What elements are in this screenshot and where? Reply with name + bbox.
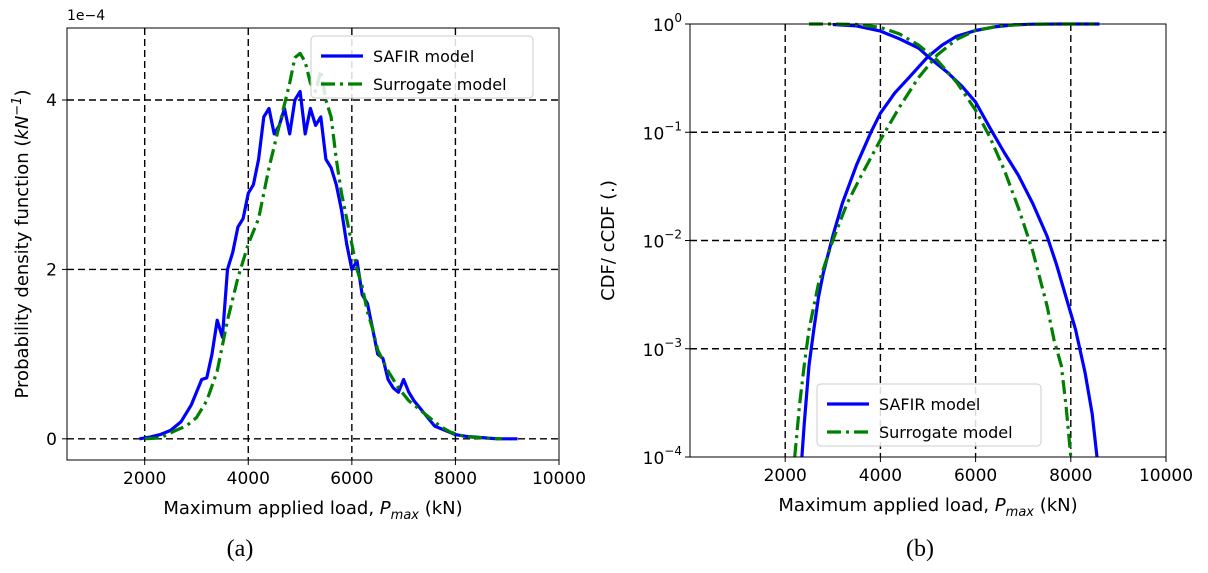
chart-a-x-tick-label: 6000	[330, 469, 373, 489]
chart-a-legend-label: Surrogate model	[373, 75, 507, 94]
chart-a-x-axis-label-prefix: Maximum applied load,	[163, 498, 379, 519]
chart-b: 2000 4000 6000 8000 10000 10−4 10−3 10−2 10−1 100…	[598, 11, 1193, 562]
chart-b-y-tick-label: 10−2	[643, 228, 682, 253]
chart-b-legend-label: Surrogate model	[879, 423, 1013, 442]
chart-a-legend: SAFIR model Surrogate model	[310, 35, 534, 99]
chart-b-x-axis-label-unit: (kN)	[1034, 495, 1078, 516]
chart-b-ticks: 2000 4000 6000 8000 10000 10−4 10−3 10−2 10−1 100	[643, 11, 1193, 486]
chart-a-y-axis-label-suffix: )	[12, 90, 33, 97]
chart-a-series	[139, 51, 518, 441]
chart-b-legend: SAFIR model Surrogate model	[816, 383, 1042, 447]
chart-b-legend-box	[816, 383, 1042, 447]
chart-b-x-tick-label: 4000	[859, 466, 902, 486]
chart-a-x-axis-label-var: P	[380, 498, 391, 519]
chart-a-series-safir-line	[139, 89, 518, 441]
chart-b-x-tick-label: 8000	[1049, 466, 1092, 486]
chart-a-x-axis-label-unit: (kN)	[419, 498, 463, 519]
chart-a-x-tick-label: 10000	[532, 469, 586, 489]
chart-a-y-axis-label: Probability density function (kN−1)	[10, 90, 33, 399]
chart-b-series-safir-line-ccdf	[832, 22, 1099, 458]
chart-a-grid	[67, 28, 559, 460]
chart-a-y-axis-label-var: kN	[12, 116, 33, 140]
chart-b-y-tick-label: 10−4	[643, 444, 682, 469]
chart-a-x-tick-label: 8000	[434, 469, 477, 489]
chart-a-y-tick-label: 0	[46, 430, 57, 450]
chart-b-x-tick-label: 2000	[764, 466, 807, 486]
chart-b-y-tick-label: 10−1	[643, 119, 682, 144]
chart-b-y-tick-label: 100	[653, 11, 682, 36]
chart-a-y-tick-label: 2	[46, 260, 57, 280]
chart-b-x-axis-label: Maximum applied load, Pmax (kN)	[778, 495, 1077, 520]
chart-b-x-axis-label-sub: max	[1006, 505, 1035, 520]
chart-a-y-axis-label-sup: −1	[10, 97, 25, 116]
chart-a-x-axis-label: Maximum applied load, Pmax (kN)	[163, 498, 462, 523]
chart-a-legend-label: SAFIR model	[373, 47, 474, 66]
chart-a-ticks: 2000 4000 6000 8000 10000 0 2 4	[46, 91, 586, 489]
chart-a-y-offset-label: 1e−4	[67, 8, 105, 24]
chart-b-grid	[690, 24, 1166, 457]
chart-a-y-axis-label-prefix: Probability density function (	[12, 140, 33, 399]
chart-b-x-axis-label-var: P	[995, 495, 1006, 516]
chart-b-x-tick-label: 6000	[954, 466, 997, 486]
chart-a-series-surrogate-line	[144, 51, 503, 441]
chart-b-y-axis-label: CDF/ cCDF (.)	[598, 180, 619, 301]
chart-b-legend-label: SAFIR model	[879, 395, 980, 414]
chart-a-y-tick-label: 4	[46, 91, 57, 111]
chart-a-x-axis-label-sub: max	[391, 508, 420, 523]
chart-b-series	[793, 22, 1100, 458]
chart-b-x-tick-label: 10000	[1139, 466, 1193, 486]
chart-b-caption: (b)	[906, 536, 934, 562]
chart-b-x-axis-label-prefix: Maximum applied load,	[778, 495, 994, 516]
chart-a-x-tick-label: 2000	[123, 469, 166, 489]
chart-a-legend-box	[310, 35, 534, 99]
chart-a-caption: (a)	[227, 536, 254, 562]
chart-a-frame	[66, 27, 560, 461]
chart-a: 2000 4000 6000 8000 10000 0 2 4 1e−4 Maximum ap…	[10, 8, 586, 562]
chart-b-y-tick-label: 10−3	[643, 336, 682, 361]
chart-b-series-surrogate-line-cdf	[793, 22, 1095, 458]
chart-a-x-tick-label: 4000	[227, 469, 270, 489]
chart-b-series-surrogate-line-ccdf	[809, 22, 1073, 458]
